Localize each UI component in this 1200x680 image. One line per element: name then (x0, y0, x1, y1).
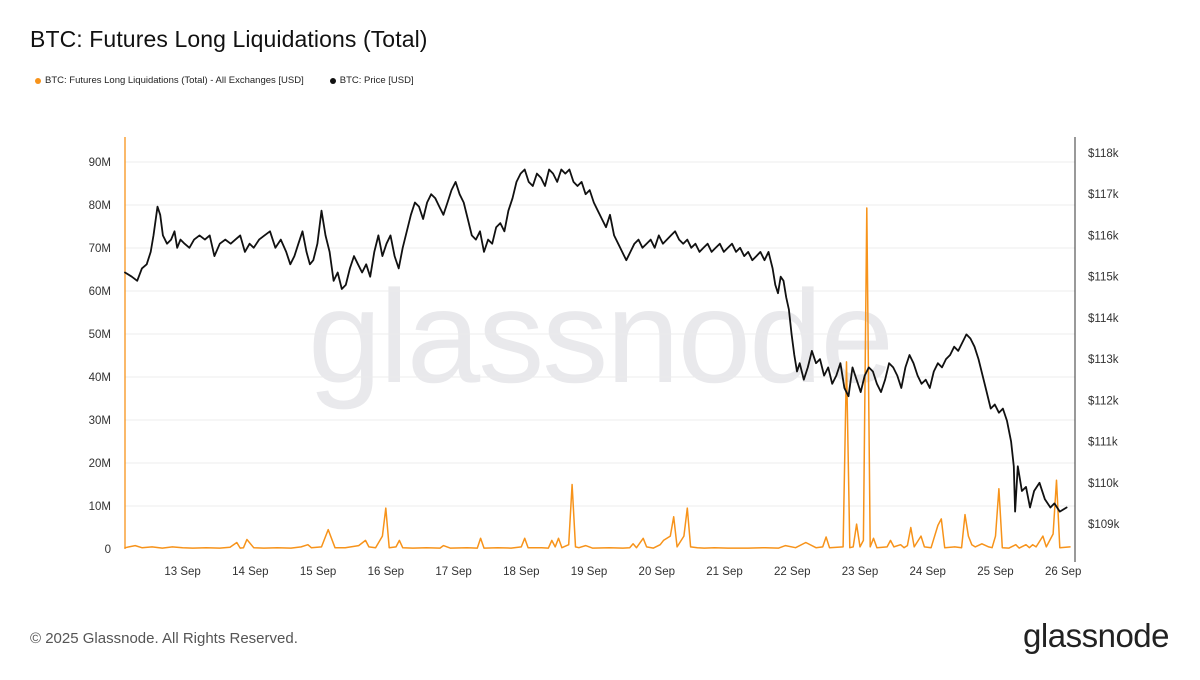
x-tick-label: 20 Sep (639, 566, 675, 578)
x-tick-label: 25 Sep (977, 566, 1013, 578)
y-right-tick-label: $112k (1088, 395, 1119, 407)
series-layer (124, 168, 1071, 549)
y-right-tick-label: $117k (1088, 189, 1119, 201)
y-right-tick-label: $118k (1088, 148, 1119, 160)
x-tick-label: 18 Sep (503, 566, 539, 578)
y-left-tick-label: 20M (89, 458, 111, 470)
axes: 0 10M 20M 30M 40M 50M 60M 70M 80M 90M $109k $110k $1… (89, 137, 1120, 578)
legend-swatch-liquidations (35, 77, 41, 84)
legend-label-liquidations: BTC: Futures Long Liquidations (Total) -… (45, 75, 304, 86)
y-left-tick-label: 60M (89, 286, 111, 298)
legend-label-price: BTC: Price [USD] (339, 75, 414, 86)
y-left-tick-label: 10M (89, 501, 111, 513)
x-tick-label: 15 Sep (300, 566, 336, 578)
y-right-tick-label: $113k (1088, 354, 1119, 366)
y-left-tick-label: 0 (105, 544, 111, 556)
y-right-tick-label: $115k (1088, 272, 1119, 284)
watermark-text: glassnode (308, 263, 892, 410)
y-left-tick-label: 40M (89, 372, 111, 384)
legend-swatch-price (329, 77, 336, 84)
x-tick-label: 14 Sep (232, 566, 268, 578)
y-right-tick-label: $109k (1088, 519, 1120, 531)
x-tick-label: 23 Sep (842, 566, 878, 578)
y-right-tick-label: $114k (1088, 313, 1119, 325)
brand-logo[interactable]: glassnode (1023, 617, 1169, 654)
y-right-tick-label: $116k (1088, 230, 1119, 242)
legend-item-liquidations[interactable]: BTC: Futures Long Liquidations (Total) -… (35, 75, 304, 86)
legend-item-price[interactable]: BTC: Price [USD] (329, 75, 414, 86)
x-tick-label: 16 Sep (368, 566, 404, 578)
x-tick-label: 17 Sep (435, 566, 471, 578)
x-tick-label: 24 Sep (910, 566, 946, 578)
y-left-tick-label: 30M (89, 415, 111, 427)
y-left-tick-label: 90M (89, 157, 111, 169)
y-left-tick-label: 70M (89, 243, 111, 255)
series-line-price (124, 168, 1068, 513)
y-left-tick-label: 80M (89, 200, 111, 212)
x-tick-label: 22 Sep (774, 566, 810, 578)
y-right-tick-label: $110k (1088, 478, 1119, 490)
x-tick-label: 21 Sep (706, 566, 742, 578)
copyright-notice: © 2025 Glassnode. All Rights Reserved. (30, 630, 298, 647)
chart-legend: BTC: Futures Long Liquidations (Total) -… (35, 75, 414, 86)
y-right-tick-label: $111k (1088, 437, 1118, 449)
chart-title: BTC: Futures Long Liquidations (Total) (30, 26, 428, 52)
x-tick-label: 26 Sep (1045, 566, 1081, 578)
y-left-tick-label: 50M (89, 329, 111, 341)
gridlines (125, 161, 1075, 507)
series-line-liquidations (124, 207, 1071, 549)
x-tick-label: 19 Sep (571, 566, 607, 578)
x-tick-label: 13 Sep (164, 566, 200, 578)
